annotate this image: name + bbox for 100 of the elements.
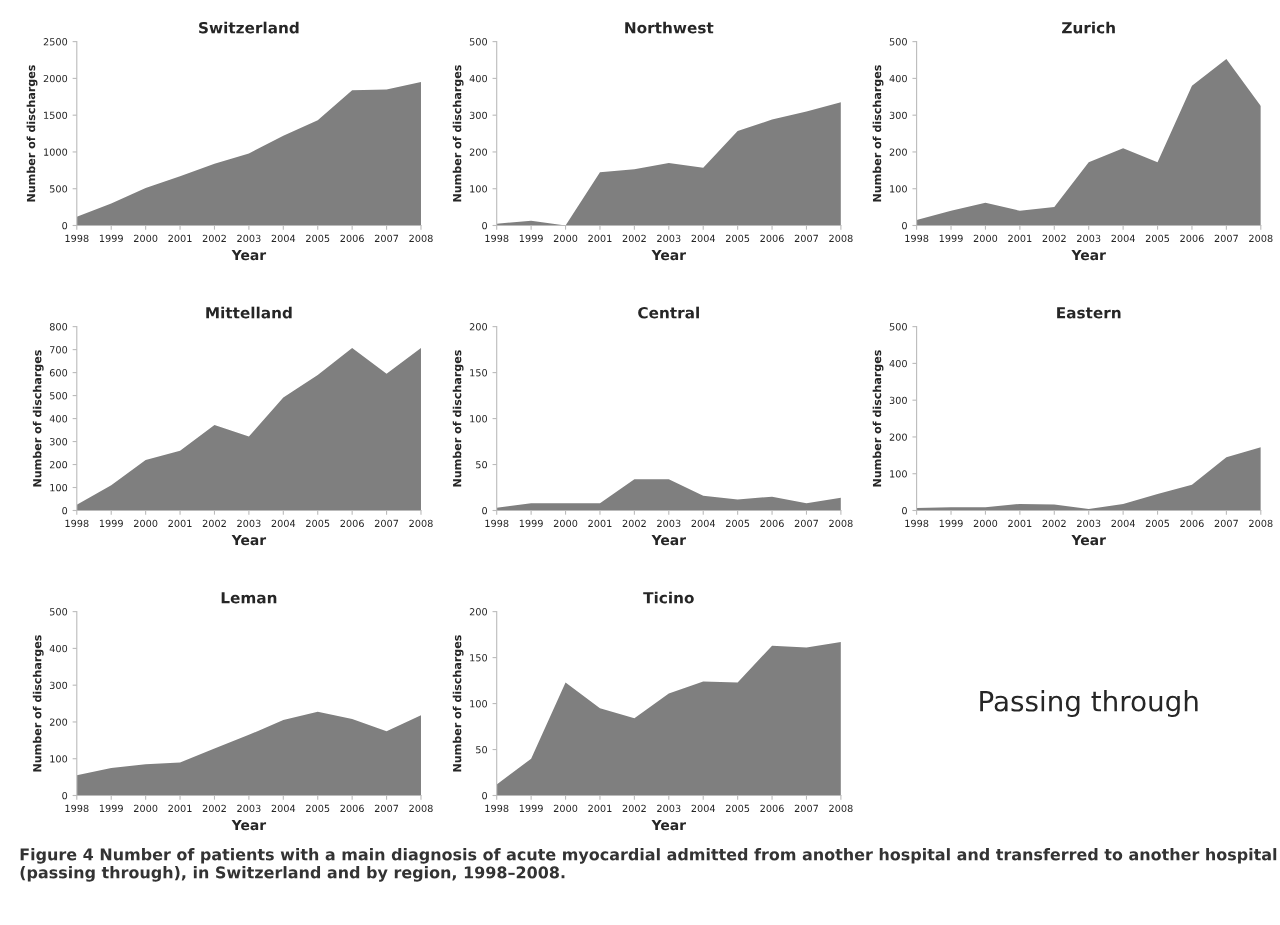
- x-tick-label: 2003: [657, 804, 681, 813]
- x-tick-label: 2004: [691, 234, 716, 243]
- x-tick-label: 2004: [1111, 234, 1135, 243]
- y-tick-label: 50: [476, 461, 488, 469]
- x-tick-label: 2007: [1214, 234, 1238, 243]
- x-tick-label: 2005: [306, 804, 330, 813]
- x-tick-label: 1999: [939, 234, 963, 243]
- x-tick-label: 2007: [794, 234, 819, 243]
- chart-title: Zurich: [1062, 21, 1115, 34]
- y-tick-label: 500: [469, 38, 488, 46]
- x-tick-label: 1999: [519, 519, 543, 528]
- y-tick-label: 200: [49, 718, 68, 726]
- y-tick-label: 0: [62, 221, 68, 230]
- x-tick-label: 2008: [829, 519, 853, 528]
- y-tick-label: 50: [476, 746, 488, 754]
- x-axis-title: Year: [651, 534, 686, 546]
- x-tick-label: 2006: [340, 519, 364, 528]
- x-tick-label: 2008: [1249, 234, 1273, 243]
- x-tick-label: 2002: [622, 519, 646, 528]
- y-tick-label: 150: [470, 654, 488, 662]
- x-tick-label: 1999: [99, 804, 123, 813]
- x-tick-label: 2008: [409, 519, 433, 528]
- x-tick-label: 1998: [65, 234, 89, 243]
- x-tick-label: 2008: [1249, 519, 1273, 528]
- x-tick-label: 2007: [794, 804, 819, 813]
- y-tick-label: 200: [469, 608, 488, 616]
- y-axis-title: Number of discharges: [872, 65, 884, 202]
- y-axis-title: Number of discharges: [452, 65, 464, 202]
- y-tick-label: 600: [49, 369, 68, 377]
- y-tick-label: 100: [470, 415, 488, 423]
- x-tick-label: 2006: [1180, 519, 1204, 528]
- x-tick-label: 2004: [691, 519, 716, 528]
- x-tick-label: 2000: [553, 519, 578, 528]
- x-tick-label: 1999: [519, 234, 543, 243]
- x-tick-label: 2001: [1008, 519, 1032, 528]
- x-tick-label: 2006: [340, 234, 364, 243]
- x-tick-label: 2003: [237, 804, 261, 813]
- y-tick-label: 100: [50, 755, 68, 763]
- x-tick-label: 2001: [1008, 234, 1032, 243]
- x-tick-label: 1999: [99, 519, 123, 528]
- x-tick-label: 2001: [588, 519, 612, 528]
- x-tick-label: 2004: [271, 519, 296, 528]
- x-tick-label: 2003: [1077, 519, 1101, 528]
- x-tick-label: 2004: [1111, 519, 1135, 528]
- y-tick-label: 300: [49, 681, 68, 690]
- y-tick-label: 500: [889, 323, 907, 331]
- y-tick-label: 2500: [43, 38, 68, 46]
- x-tick-label: 2002: [1042, 234, 1066, 243]
- x-tick-label: 2000: [133, 519, 158, 528]
- x-tick-label: 1998: [485, 234, 509, 243]
- x-tick-label: 2006: [1180, 234, 1204, 243]
- x-axis-title: Year: [231, 819, 267, 831]
- x-tick-label: 2000: [553, 804, 578, 813]
- x-tick-label: 2000: [973, 519, 998, 528]
- y-axis-title: Number of discharges: [26, 65, 38, 202]
- x-tick-label: 2000: [133, 234, 158, 243]
- chart-title: Mittelland: [206, 306, 292, 319]
- x-axis-title: Year: [651, 819, 686, 831]
- x-axis-title: Year: [231, 249, 267, 261]
- x-tick-label: 2008: [409, 234, 433, 243]
- x-tick-label: 2005: [725, 804, 750, 813]
- y-tick-label: 500: [49, 185, 68, 193]
- y-tick-label: 200: [889, 433, 907, 441]
- x-tick-label: 2003: [657, 519, 681, 528]
- y-tick-label: 500: [49, 608, 68, 616]
- y-tick-label: 1000: [44, 148, 68, 156]
- y-tick-label: 100: [890, 185, 907, 193]
- x-tick-label: 2004: [271, 234, 296, 243]
- x-axis-title: Year: [231, 534, 267, 546]
- y-tick-label: 400: [889, 74, 907, 83]
- x-tick-label: 2007: [374, 234, 399, 243]
- y-tick-label: 300: [889, 396, 907, 405]
- x-tick-label: 2002: [202, 234, 226, 243]
- x-tick-label: 2001: [168, 519, 192, 528]
- y-tick-label: 400: [49, 415, 68, 423]
- x-tick-label: 1998: [65, 804, 89, 813]
- x-tick-label: 2003: [657, 234, 681, 243]
- x-tick-label: 2003: [237, 234, 261, 243]
- x-tick-label: 2005: [1145, 519, 1170, 528]
- x-tick-label: 2003: [1077, 234, 1101, 243]
- caption: Figure 4 Number of patients with a main diagnosis of acute myocardial admitted from another hospital and transferred to another hospital (passing through), in Switzerland and by region, 1998–2008.: [20, 848, 1277, 882]
- y-tick-label: 300: [469, 111, 488, 120]
- x-tick-label: 1998: [485, 519, 509, 528]
- y-tick-label: 100: [470, 185, 488, 193]
- y-tick-label: 200: [49, 461, 68, 469]
- x-tick-label: 2007: [1214, 519, 1238, 528]
- y-tick-label: 200: [469, 148, 488, 156]
- y-tick-label: 0: [482, 506, 488, 515]
- chart-title: Eastern: [1057, 307, 1121, 319]
- y-tick-label: 200: [469, 323, 488, 331]
- y-tick-label: 400: [469, 74, 488, 83]
- y-axis-title: Number of discharges: [452, 635, 464, 772]
- x-tick-label: 2004: [271, 804, 296, 813]
- y-axis-title: Number of discharges: [32, 635, 44, 772]
- y-tick-label: 300: [49, 438, 68, 446]
- y-tick-label: 150: [470, 369, 488, 377]
- x-tick-label: 2007: [374, 804, 399, 813]
- y-tick-label: 0: [482, 221, 488, 230]
- x-tick-label: 2003: [237, 519, 261, 528]
- y-axis-title: Number of discharges: [32, 350, 44, 487]
